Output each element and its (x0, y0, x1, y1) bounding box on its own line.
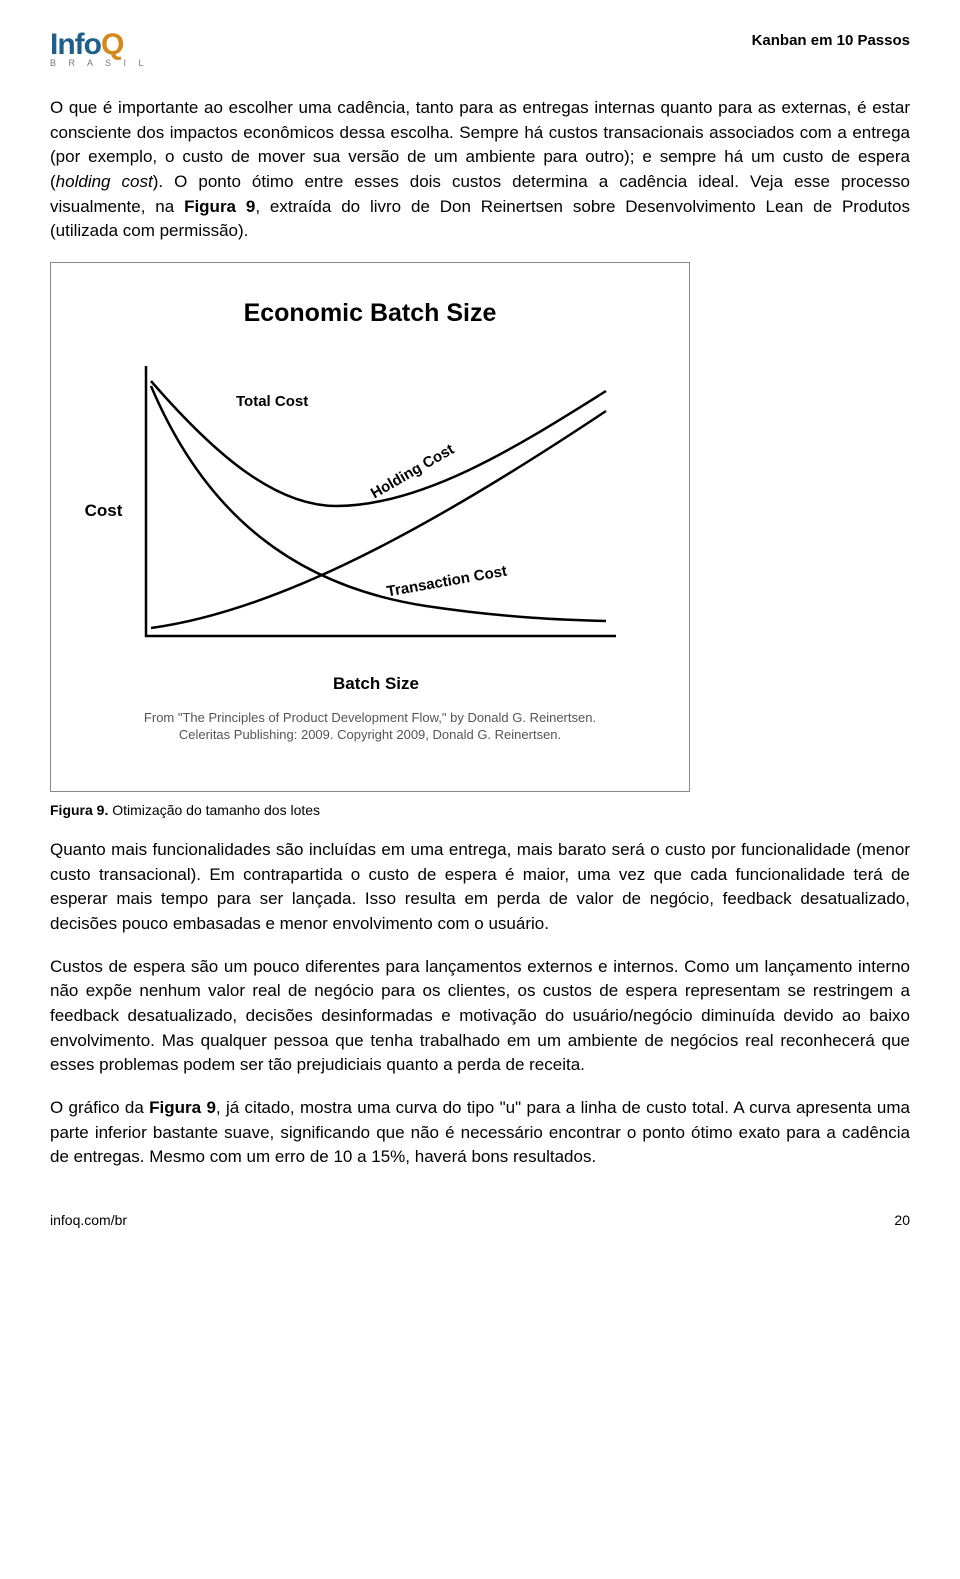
p1-figure-ref: Figura 9 (184, 197, 255, 216)
caption-label: Figura 9. (50, 802, 108, 818)
chart-plot-area: Total Cost Holding Cost Transaction Cost (126, 356, 626, 666)
paragraph-4: O gráfico da Figura 9, já citado, mostra… (50, 1096, 910, 1170)
footer-site: infoq.com/br (50, 1210, 127, 1230)
economic-batch-size-chart: Economic Batch Size Cost Total Cost Hold… (50, 262, 690, 792)
chart-xlabel: Batch Size (126, 672, 626, 697)
page-footer: infoq.com/br 20 (50, 1210, 910, 1230)
logo-text-info: Info (50, 28, 101, 61)
paragraph-3: Custos de espera são um pouco diferentes… (50, 955, 910, 1078)
page-header: InfoQ B R A S I L Kanban em 10 Passos (50, 30, 910, 68)
label-total-cost: Total Cost (236, 391, 308, 413)
caption-text: Otimização do tamanho dos lotes (108, 802, 320, 818)
chart-source-l1: From "The Principles of Product Developm… (144, 710, 596, 725)
logo-subtext: B R A S I L (50, 59, 149, 68)
p4-figure-ref: Figura 9 (149, 1098, 216, 1117)
paragraph-1: O que é importante ao escolher uma cadên… (50, 96, 910, 244)
paragraph-2: Quanto mais funcionalidades são incluída… (50, 838, 910, 937)
chart-source: From "The Principles of Product Developm… (81, 709, 659, 744)
chart-source-l2: Celeritas Publishing: 2009. Copyright 20… (179, 727, 561, 742)
chart-title: Economic Batch Size (81, 295, 659, 331)
footer-pagenum: 20 (894, 1210, 910, 1230)
p4-text-a: O gráfico da (50, 1098, 149, 1117)
document-title: Kanban em 10 Passos (752, 30, 910, 52)
chart-svg (126, 356, 626, 666)
figure-caption: Figura 9. Otimização do tamanho dos lote… (50, 800, 910, 820)
p1-holding-cost: holding cost (56, 172, 153, 191)
chart-ylabel: Cost (81, 499, 126, 524)
logo-text-q: Q (101, 28, 123, 61)
infoq-logo: InfoQ B R A S I L (50, 30, 149, 68)
